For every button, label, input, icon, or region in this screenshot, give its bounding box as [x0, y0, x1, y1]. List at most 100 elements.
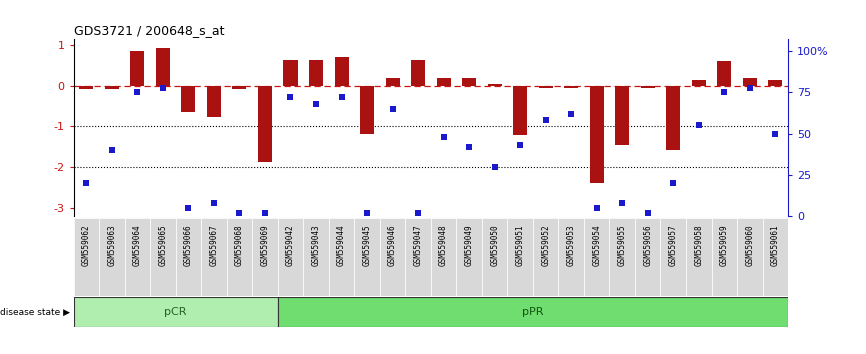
Point: [590, 205, 604, 211]
Bar: [74, 297, 278, 327]
Bar: [666, 86, 681, 150]
Point: [436, 134, 450, 140]
Point: [641, 210, 655, 216]
Bar: [635, 218, 661, 296]
Bar: [176, 218, 201, 296]
Text: GSM559058: GSM559058: [695, 224, 703, 266]
Point: [283, 95, 297, 100]
Bar: [201, 218, 227, 296]
Bar: [150, 218, 176, 296]
Bar: [661, 218, 686, 296]
Text: pCR: pCR: [165, 307, 187, 318]
Text: GSM559054: GSM559054: [592, 224, 601, 266]
Text: GSM559067: GSM559067: [210, 224, 218, 266]
Bar: [278, 218, 303, 296]
Point: [615, 200, 629, 206]
Bar: [125, 218, 150, 296]
Point: [131, 90, 145, 95]
Text: GSM559057: GSM559057: [669, 224, 678, 266]
Bar: [488, 84, 501, 86]
Text: GSM559063: GSM559063: [107, 224, 116, 266]
Point: [80, 180, 94, 186]
Point: [539, 118, 553, 123]
Point: [233, 210, 247, 216]
Text: GSM559042: GSM559042: [286, 224, 295, 266]
Text: GSM559048: GSM559048: [439, 224, 448, 266]
Bar: [584, 218, 610, 296]
Text: GSM559055: GSM559055: [617, 224, 627, 266]
Point: [717, 90, 731, 95]
Point: [360, 210, 374, 216]
Point: [334, 95, 348, 100]
Text: GDS3721 / 200648_s_at: GDS3721 / 200648_s_at: [74, 24, 224, 37]
Bar: [737, 218, 763, 296]
Bar: [258, 86, 272, 162]
Bar: [131, 51, 145, 86]
Bar: [641, 86, 655, 88]
Point: [105, 147, 119, 153]
Point: [385, 106, 399, 112]
Bar: [743, 78, 757, 86]
Text: GSM559065: GSM559065: [158, 224, 167, 266]
Text: GSM559064: GSM559064: [132, 224, 142, 266]
Bar: [283, 60, 298, 86]
Point: [182, 205, 196, 211]
Bar: [462, 78, 476, 86]
Bar: [559, 218, 584, 296]
Bar: [74, 218, 99, 296]
Bar: [354, 218, 380, 296]
Text: GSM559046: GSM559046: [388, 224, 397, 266]
Text: GSM559062: GSM559062: [82, 224, 91, 266]
Bar: [610, 218, 635, 296]
Bar: [360, 86, 374, 134]
Text: GSM559044: GSM559044: [337, 224, 346, 266]
Text: GSM559069: GSM559069: [261, 224, 269, 266]
Bar: [309, 60, 323, 86]
Bar: [514, 86, 527, 135]
Bar: [99, 218, 125, 296]
Text: GSM559066: GSM559066: [184, 224, 193, 266]
Bar: [329, 218, 354, 296]
Text: GSM559060: GSM559060: [746, 224, 754, 266]
Text: GSM559056: GSM559056: [643, 224, 652, 266]
Bar: [481, 218, 507, 296]
Point: [743, 85, 757, 90]
Bar: [80, 86, 94, 89]
Point: [666, 180, 680, 186]
Text: disease state ▶: disease state ▶: [0, 308, 70, 317]
Bar: [436, 78, 450, 86]
Bar: [227, 218, 252, 296]
Bar: [615, 86, 630, 145]
Bar: [456, 218, 481, 296]
Bar: [181, 86, 196, 112]
Bar: [590, 86, 604, 183]
Bar: [564, 86, 578, 88]
Point: [565, 111, 578, 117]
Text: pPR: pPR: [522, 307, 544, 318]
Text: GSM559061: GSM559061: [771, 224, 779, 266]
Point: [488, 164, 501, 169]
Bar: [105, 86, 119, 89]
Text: GSM559052: GSM559052: [541, 224, 550, 266]
Bar: [712, 218, 737, 296]
Bar: [717, 61, 731, 86]
Text: GSM559045: GSM559045: [363, 224, 372, 266]
Point: [156, 85, 170, 90]
Text: GSM559059: GSM559059: [720, 224, 729, 266]
Bar: [411, 60, 425, 86]
Bar: [380, 218, 405, 296]
Text: GSM559049: GSM559049: [465, 224, 474, 266]
Bar: [334, 57, 348, 86]
Point: [309, 101, 323, 107]
Bar: [207, 86, 221, 118]
Point: [258, 210, 272, 216]
Bar: [533, 218, 559, 296]
Text: GSM559050: GSM559050: [490, 224, 499, 266]
Bar: [431, 218, 456, 296]
Bar: [507, 218, 533, 296]
Bar: [768, 80, 782, 86]
Point: [207, 200, 221, 206]
Text: GSM559043: GSM559043: [312, 224, 320, 266]
Bar: [252, 218, 278, 296]
Bar: [686, 218, 712, 296]
